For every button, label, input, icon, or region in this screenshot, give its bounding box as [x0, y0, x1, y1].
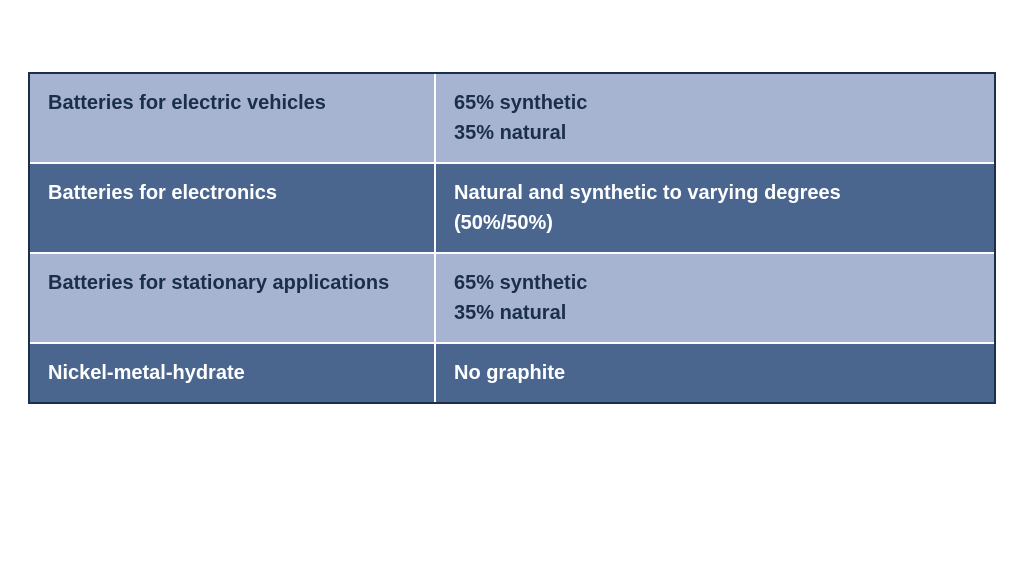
- value-line: 35% natural: [454, 298, 976, 328]
- value-line: Natural and synthetic to varying degrees: [454, 178, 976, 208]
- row-label: Batteries for electric vehicles: [30, 74, 434, 162]
- table-row: Nickel-metal-hydrate No graphite: [30, 342, 994, 402]
- row-value: No graphite: [434, 344, 994, 402]
- table-row: Batteries for electronics Natural and sy…: [30, 162, 994, 252]
- battery-graphite-table: Batteries for electric vehicles 65% synt…: [28, 72, 996, 404]
- value-line: 65% synthetic: [454, 88, 976, 118]
- row-label: Nickel-metal-hydrate: [30, 344, 434, 402]
- value-line: 65% synthetic: [454, 268, 976, 298]
- row-value: 65% synthetic 35% natural: [434, 254, 994, 342]
- row-value: 65% synthetic 35% natural: [434, 74, 994, 162]
- value-line: (50%/50%): [454, 208, 976, 238]
- table-row: Batteries for stationary applications 65…: [30, 252, 994, 342]
- table-row: Batteries for electric vehicles 65% synt…: [30, 74, 994, 162]
- row-label: Batteries for electronics: [30, 164, 434, 252]
- row-value: Natural and synthetic to varying degrees…: [434, 164, 994, 252]
- value-line: 35% natural: [454, 118, 976, 148]
- row-label: Batteries for stationary applications: [30, 254, 434, 342]
- value-line: No graphite: [454, 358, 976, 388]
